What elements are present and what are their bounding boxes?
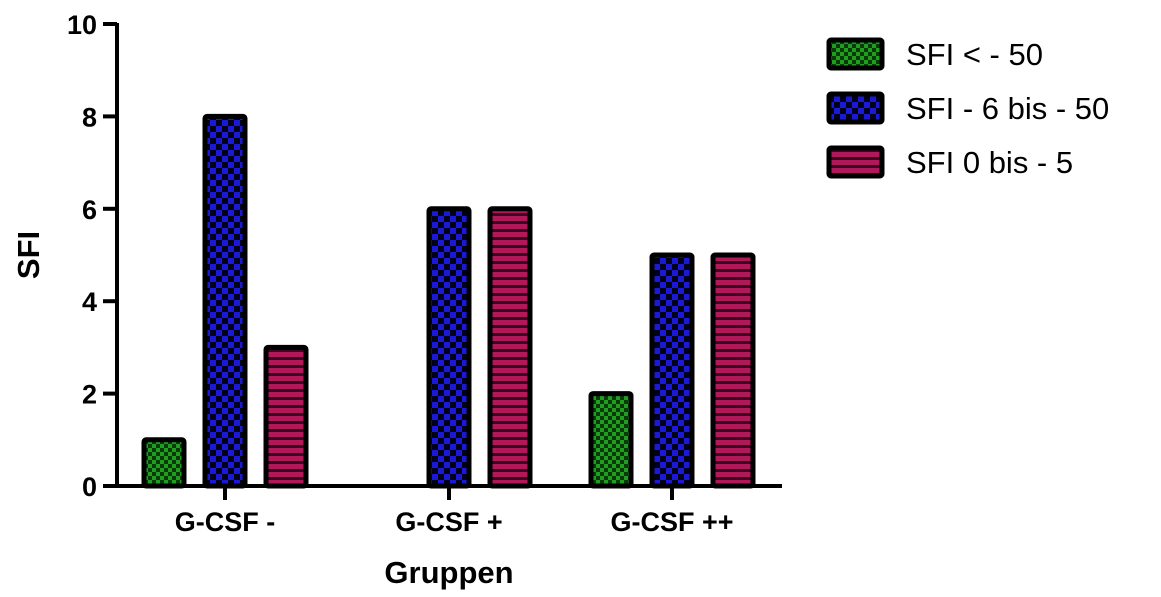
y-tick-label: 4 bbox=[82, 287, 97, 317]
bar-1-1 bbox=[141, 437, 187, 489]
legend-label: SFI 0 bis - 5 bbox=[906, 145, 1073, 180]
legend-label: SFI < - 50 bbox=[906, 37, 1043, 72]
bar-3-3 bbox=[710, 252, 756, 489]
x-axis-title: Gruppen bbox=[384, 555, 513, 590]
y-tick-label: 2 bbox=[82, 380, 97, 410]
y-tick-label: 8 bbox=[82, 102, 97, 132]
bar-3-2 bbox=[487, 206, 533, 489]
y-tick-label: 0 bbox=[82, 472, 97, 502]
legend-label: SFI - 6 bis - 50 bbox=[906, 91, 1109, 126]
legend-swatch bbox=[826, 37, 885, 71]
bar-1-3 bbox=[588, 391, 634, 489]
x-category-label: G-CSF - bbox=[175, 507, 276, 537]
y-tick-label: 10 bbox=[67, 10, 97, 40]
bar-2-3 bbox=[649, 252, 695, 489]
x-category-label: G-CSF ++ bbox=[610, 507, 733, 537]
y-tick-label: 6 bbox=[82, 195, 97, 225]
bar-2-1 bbox=[202, 113, 248, 489]
x-category-label: G-CSF + bbox=[395, 507, 502, 537]
legend-swatch bbox=[826, 145, 885, 179]
legend-swatch bbox=[826, 91, 885, 125]
bar-3-1 bbox=[263, 344, 309, 489]
y-axis-title: SFI bbox=[11, 231, 46, 279]
bar-2-2 bbox=[426, 206, 472, 489]
